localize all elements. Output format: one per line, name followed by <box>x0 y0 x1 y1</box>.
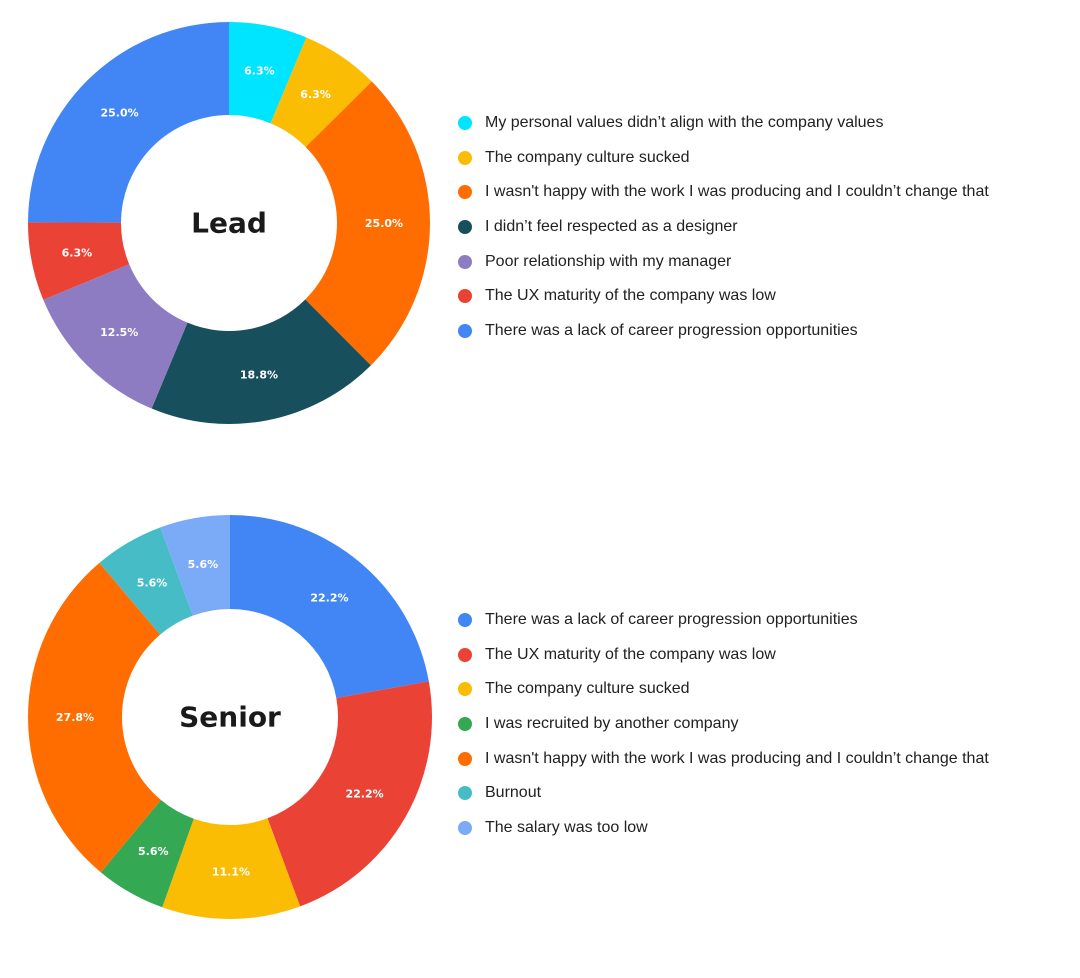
legend-swatch-icon <box>458 116 472 131</box>
senior-slice-there-was-a-lack-of-career-progression-opportunities <box>230 515 429 698</box>
senior-slice-i-wasn-t-happy-with-the-work-i-was-producing-and-i-couldn-t-change-that <box>28 562 161 873</box>
lead-slice-the-company-culture-sucked <box>270 37 372 147</box>
lead-chart-title: Lead <box>191 207 267 240</box>
senior-slice-label-there-was-a-lack-of-career-progression-opportunities: 22.2% <box>310 592 348 605</box>
senior-legend-item-the-salary-was-too-low: The salary was too low <box>458 811 989 846</box>
legend-label: The UX maturity of the company was low <box>485 645 776 663</box>
lead-slice-poor-relationship-with-my-manager <box>43 264 188 409</box>
legend-swatch-icon <box>458 717 472 732</box>
lead-legend-item-i-didn-t-feel-respected-as-a-designer: I didn’t feel respected as a designer <box>458 210 989 245</box>
legend-label: I wasn't happy with the work I was produ… <box>485 749 989 767</box>
senior-slice-burnout <box>99 527 193 635</box>
lead-donut-svg: 6.3% 6.3% 25.0% 18.8% 12.5% 6.3% 25.0% Lead <box>28 22 430 424</box>
senior-donut-chart: 22.2% 22.2% 11.1% 5.6% 27.8% 5.6% 5.6% Senior … <box>0 490 1080 950</box>
lead-slice-i-wasn-t-happy-with-the-work-i-was-producing-and-i-couldn-t-change-that <box>305 81 430 366</box>
lead-donut-chart: 6.3% 6.3% 25.0% 18.8% 12.5% 6.3% 25.0% Lead My… <box>0 0 1080 450</box>
legend-label: I was recruited by another company <box>485 715 739 733</box>
senior-legend-item-there-was-a-lack-of-career-progression-opportunities: There was a lack of career progression o… <box>458 603 989 638</box>
lead-legend-item-i-wasn-t-happy-with-the-work-i-was-producing-and-i-couldn-t-change-that: I wasn't happy with the work I was produ… <box>458 175 989 210</box>
legend-swatch-icon <box>458 185 472 200</box>
legend-label: The UX maturity of the company was low <box>485 287 776 305</box>
senior-slice-i-was-recruited-by-another-company <box>100 800 194 908</box>
legend-swatch-icon <box>458 220 472 235</box>
lead-slice-the-ux-maturity-of-the-company-was-low <box>28 222 130 300</box>
lead-slice-label-the-company-culture-sucked: 6.3% <box>300 88 331 101</box>
legend-label: There was a lack of career progression o… <box>485 321 858 339</box>
senior-legend-item-the-ux-maturity-of-the-company-was-low: The UX maturity of the company was low <box>458 638 989 673</box>
lead-slice-label-the-ux-maturity-of-the-company-was-low: 6.3% <box>62 246 93 259</box>
senior-chart-title: Senior <box>179 701 281 734</box>
senior-legend-item-i-wasn-t-happy-with-the-work-i-was-producing-and-i-couldn-t-change-that: I wasn't happy with the work I was produ… <box>458 741 989 776</box>
legend-swatch-icon <box>458 786 472 801</box>
legend-label: The salary was too low <box>485 818 648 836</box>
senior-slice-the-ux-maturity-of-the-company-was-low <box>267 681 433 907</box>
lead-slice-my-personal-values-didn-t-align-with-the-company-values <box>229 22 307 124</box>
legend-swatch-icon <box>458 323 472 338</box>
senior-slice-label-burnout: 5.6% <box>137 577 168 590</box>
lead-slice-there-was-a-lack-of-career-progression-opportunities <box>28 22 229 223</box>
lead-slice-label-poor-relationship-with-my-manager: 12.5% <box>100 326 138 339</box>
legend-swatch-icon <box>458 647 472 662</box>
legend-label: I wasn't happy with the work I was produ… <box>485 183 989 201</box>
senior-slice-label-the-company-culture-sucked: 11.1% <box>212 865 250 878</box>
senior-legend-item-the-company-culture-sucked: The company culture sucked <box>458 672 989 707</box>
senior-slice-label-i-wasn-t-happy-with-the-work-i-was-producing-and-i-couldn-t-change-that: 27.8% <box>56 711 94 724</box>
lead-legend-item-the-ux-maturity-of-the-company-was-low: The UX maturity of the company was low <box>458 279 989 314</box>
senior-slice-label-the-ux-maturity-of-the-company-was-low: 22.2% <box>345 787 383 800</box>
lead-legend-item-the-company-culture-sucked: The company culture sucked <box>458 141 989 176</box>
senior-slice-label-i-was-recruited-by-another-company: 5.6% <box>138 845 169 858</box>
senior-slice-the-company-culture-sucked <box>162 818 301 919</box>
senior-donut-svg: 22.2% 22.2% 11.1% 5.6% 27.8% 5.6% 5.6% Senior <box>28 515 433 919</box>
legend-label: The company culture sucked <box>485 148 690 166</box>
legend-label: I didn’t feel respected as a designer <box>485 218 738 236</box>
senior-legend-item-burnout: Burnout <box>458 776 989 811</box>
senior-slice-label-the-salary-was-too-low: 5.6% <box>188 558 219 571</box>
lead-slice-i-didn-t-feel-respected-as-a-designer <box>151 299 371 424</box>
legend-swatch-icon <box>458 751 472 766</box>
lead-slice-label-i-didn-t-feel-respected-as-a-designer: 18.8% <box>240 369 278 382</box>
legend-swatch-icon <box>458 682 472 697</box>
legend-label: The company culture sucked <box>485 680 690 698</box>
legend-label: Poor relationship with my manager <box>485 252 732 270</box>
lead-slice-label-i-wasn-t-happy-with-the-work-i-was-producing-and-i-couldn-t-change-that: 25.0% <box>365 217 403 230</box>
legend-swatch-icon <box>458 254 472 269</box>
lead-legend: My personal values didn’t align with the… <box>458 106 989 348</box>
legend-label: Burnout <box>485 784 542 802</box>
legend-swatch-icon <box>458 613 472 628</box>
legend-label: My personal values didn’t align with the… <box>485 114 884 132</box>
lead-slice-label-there-was-a-lack-of-career-progression-opportunities: 25.0% <box>100 107 138 120</box>
legend-swatch-icon <box>458 150 472 165</box>
lead-legend-item-poor-relationship-with-my-manager: Poor relationship with my manager <box>458 244 989 279</box>
legend-label: There was a lack of career progression o… <box>485 611 858 629</box>
lead-legend-item-my-personal-values-didn-t-align-with-the-company-values: My personal values didn’t align with the… <box>458 106 989 141</box>
senior-legend: There was a lack of career progression o… <box>458 603 989 845</box>
legend-swatch-icon <box>458 820 472 835</box>
senior-slice-the-salary-was-too-low <box>160 515 230 616</box>
lead-slice-label-my-personal-values-didn-t-align-with-the-company-values: 6.3% <box>244 65 275 78</box>
lead-legend-item-there-was-a-lack-of-career-progression-opportunities: There was a lack of career progression o… <box>458 314 989 349</box>
legend-swatch-icon <box>458 289 472 304</box>
senior-legend-item-i-was-recruited-by-another-company: I was recruited by another company <box>458 707 989 742</box>
